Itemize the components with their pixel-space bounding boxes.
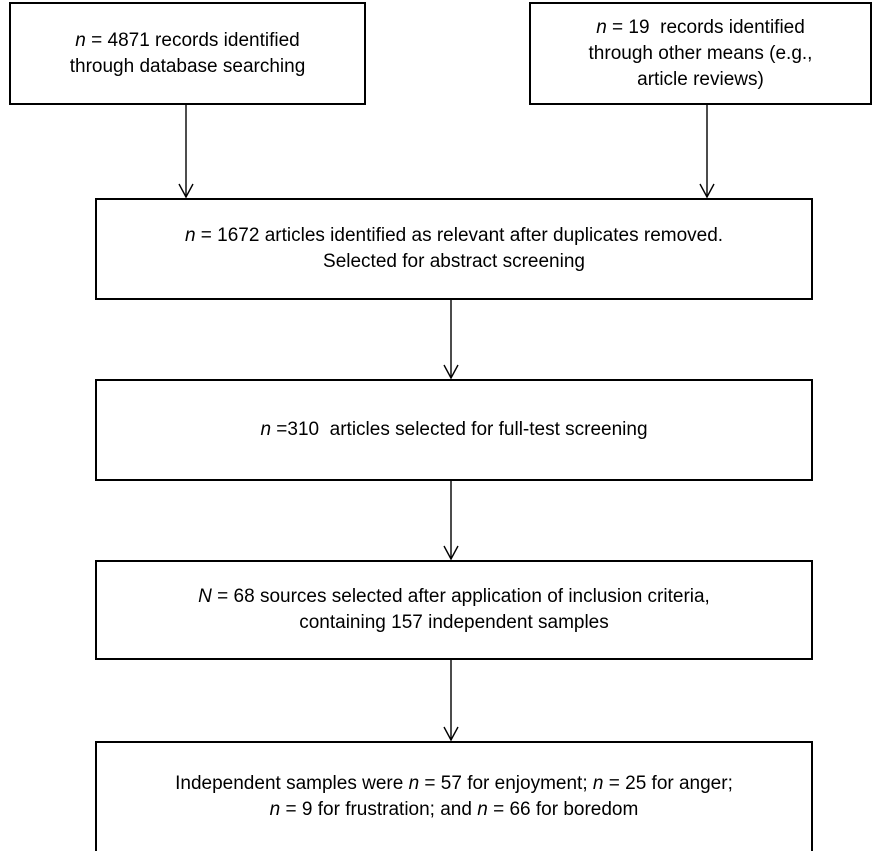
text-run: = 1672 articles identified as relevant a… [195, 225, 724, 246]
box-text-line: n =310 articles selected for full-test s… [260, 417, 647, 443]
text-run: containing 157 independent samples [299, 612, 609, 633]
variable-symbol: n [184, 225, 196, 246]
box-other-records: n = 19 records identified through other m… [529, 2, 872, 105]
box-text-line: containing 157 independent samples [299, 610, 609, 636]
box-database-records: n = 4871 records identified through datab… [9, 2, 366, 105]
box-text-line: n = 4871 records identified [75, 28, 299, 54]
box-text-line: through other means (e.g., [589, 41, 813, 67]
text-run: through other means (e.g., [588, 42, 813, 64]
arrow-database-to-abstract [178, 105, 194, 199]
variable-symbol: n [477, 799, 488, 820]
box-inclusion-criteria: N = 68 sources selected after applicatio… [95, 560, 813, 660]
box-text-line: article reviews) [637, 67, 764, 93]
box-text-line: n = 19 records identified [596, 15, 805, 41]
text-run: =310 articles selected for full-test scr… [271, 419, 648, 440]
variable-symbol: n [596, 16, 607, 38]
variable-symbol: n [75, 29, 86, 51]
box-text-line: N = 68 sources selected after applicatio… [198, 584, 710, 610]
variable-symbol: n [408, 773, 420, 794]
arrow-abstract-to-fulltext [443, 300, 459, 380]
text-run: = 68 sources selected after application … [211, 586, 710, 607]
variable-symbol: n [592, 773, 604, 794]
box-fulltext-screening: n =310 articles selected for full-test s… [95, 379, 813, 481]
box-text-line: Selected for abstract screening [323, 249, 585, 275]
text-run: = 19 records identified [606, 16, 805, 38]
text-run: article reviews) [637, 68, 764, 90]
text-run: = 9 for frustration; and [280, 799, 478, 820]
box-abstract-screening: n = 1672 articles identified as relevant… [95, 198, 813, 300]
arrow-other-to-abstract [699, 105, 715, 199]
text-run: Selected for abstract screening [323, 251, 585, 272]
text-run: = 4871 records identified [85, 29, 300, 51]
variable-symbol: n [260, 419, 272, 440]
box-text-line: n = 9 for frustration; and n = 66 for bo… [270, 797, 639, 823]
box-independent-samples: Independent samples were n = 57 for enjo… [95, 741, 813, 851]
text-run: = 57 for enjoyment; [419, 773, 593, 794]
text-run: = 66 for boredom [487, 799, 639, 820]
text-run: = 25 for anger; [603, 773, 733, 794]
text-run: Independent samples were [175, 773, 409, 794]
box-text-line: Independent samples were n = 57 for enjo… [175, 771, 733, 797]
box-text-line: n = 1672 articles identified as relevant… [185, 223, 723, 249]
box-text-line: through database searching [70, 54, 306, 80]
variable-symbol: n [269, 799, 281, 820]
variable-symbol: N [198, 586, 212, 607]
arrow-inclusion-to-samples [443, 660, 459, 742]
text-run: through database searching [69, 55, 306, 77]
arrow-fulltext-to-inclusion [443, 481, 459, 561]
